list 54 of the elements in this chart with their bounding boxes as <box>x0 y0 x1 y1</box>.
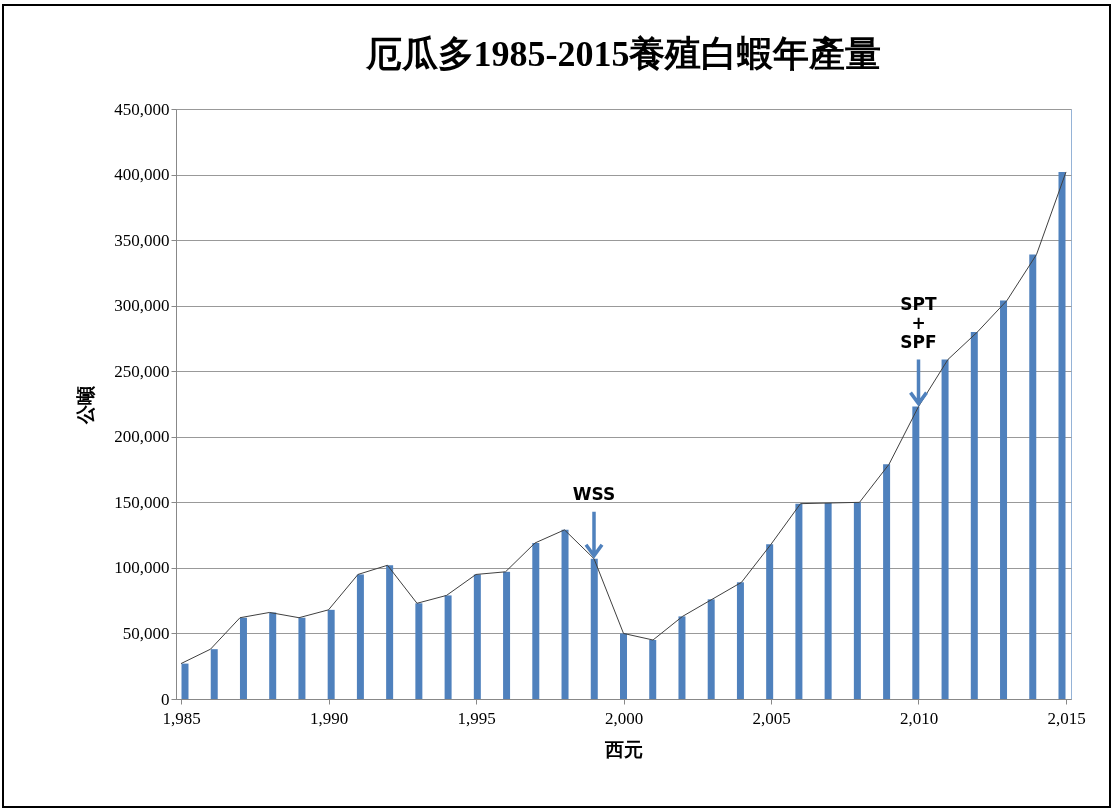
y-tick-label: 150,000 <box>114 492 170 512</box>
bar <box>415 603 423 699</box>
bar <box>532 542 540 699</box>
bar <box>678 616 686 699</box>
bar <box>912 406 920 699</box>
y-tick-label: 100,000 <box>114 558 170 578</box>
bar <box>620 633 627 699</box>
bar <box>473 574 481 699</box>
y-tick-label: 50,000 <box>122 623 170 643</box>
x-tick-label: 1,990 <box>309 708 349 728</box>
bar <box>210 649 218 699</box>
bar <box>590 558 598 699</box>
x-tick-label: 2,000 <box>604 708 644 728</box>
y-tick-label: 200,000 <box>114 427 170 447</box>
bar <box>649 640 657 699</box>
bar <box>707 599 715 699</box>
bar <box>736 582 744 699</box>
chart-title: 厄瓜多1985-2015養殖白蝦年產量 <box>364 34 882 74</box>
bar <box>239 617 247 699</box>
annotation: WSS <box>572 483 616 504</box>
y-tick-label: 0 <box>161 689 170 709</box>
x-axis-title: 西元 <box>604 738 643 760</box>
bar <box>883 464 891 699</box>
bar <box>269 612 277 699</box>
bar <box>327 609 335 699</box>
bar <box>356 574 364 699</box>
y-tick-label: 450,000 <box>114 99 170 119</box>
y-tick-label: 350,000 <box>114 230 170 250</box>
x-tick-label: 2,005 <box>752 708 791 728</box>
bar <box>561 529 569 699</box>
bar <box>298 617 306 699</box>
bar <box>941 359 949 699</box>
bar <box>970 331 978 699</box>
x-tick-label: 1,985 <box>162 708 201 728</box>
x-tick-label: 2,015 <box>1047 708 1086 728</box>
bar <box>824 502 832 699</box>
bar <box>503 571 511 699</box>
bar <box>1000 300 1008 699</box>
y-tick-label: 250,000 <box>114 361 170 381</box>
bar <box>853 502 861 699</box>
bar <box>766 544 774 699</box>
bar <box>386 565 394 699</box>
bar <box>444 595 452 699</box>
x-tick-label: 2,010 <box>899 708 939 728</box>
x-tick-label: 1,995 <box>457 708 496 728</box>
y-tick-label: 400,000 <box>114 165 170 185</box>
y-tick-label: 300,000 <box>114 296 170 316</box>
bar <box>795 503 803 699</box>
bar <box>1029 254 1037 699</box>
line-series <box>180 171 1067 665</box>
y-axis-title: 公噸 <box>75 384 97 425</box>
bar <box>181 663 189 699</box>
annotation: SPT + SPF <box>900 293 938 352</box>
bar <box>1058 171 1066 699</box>
